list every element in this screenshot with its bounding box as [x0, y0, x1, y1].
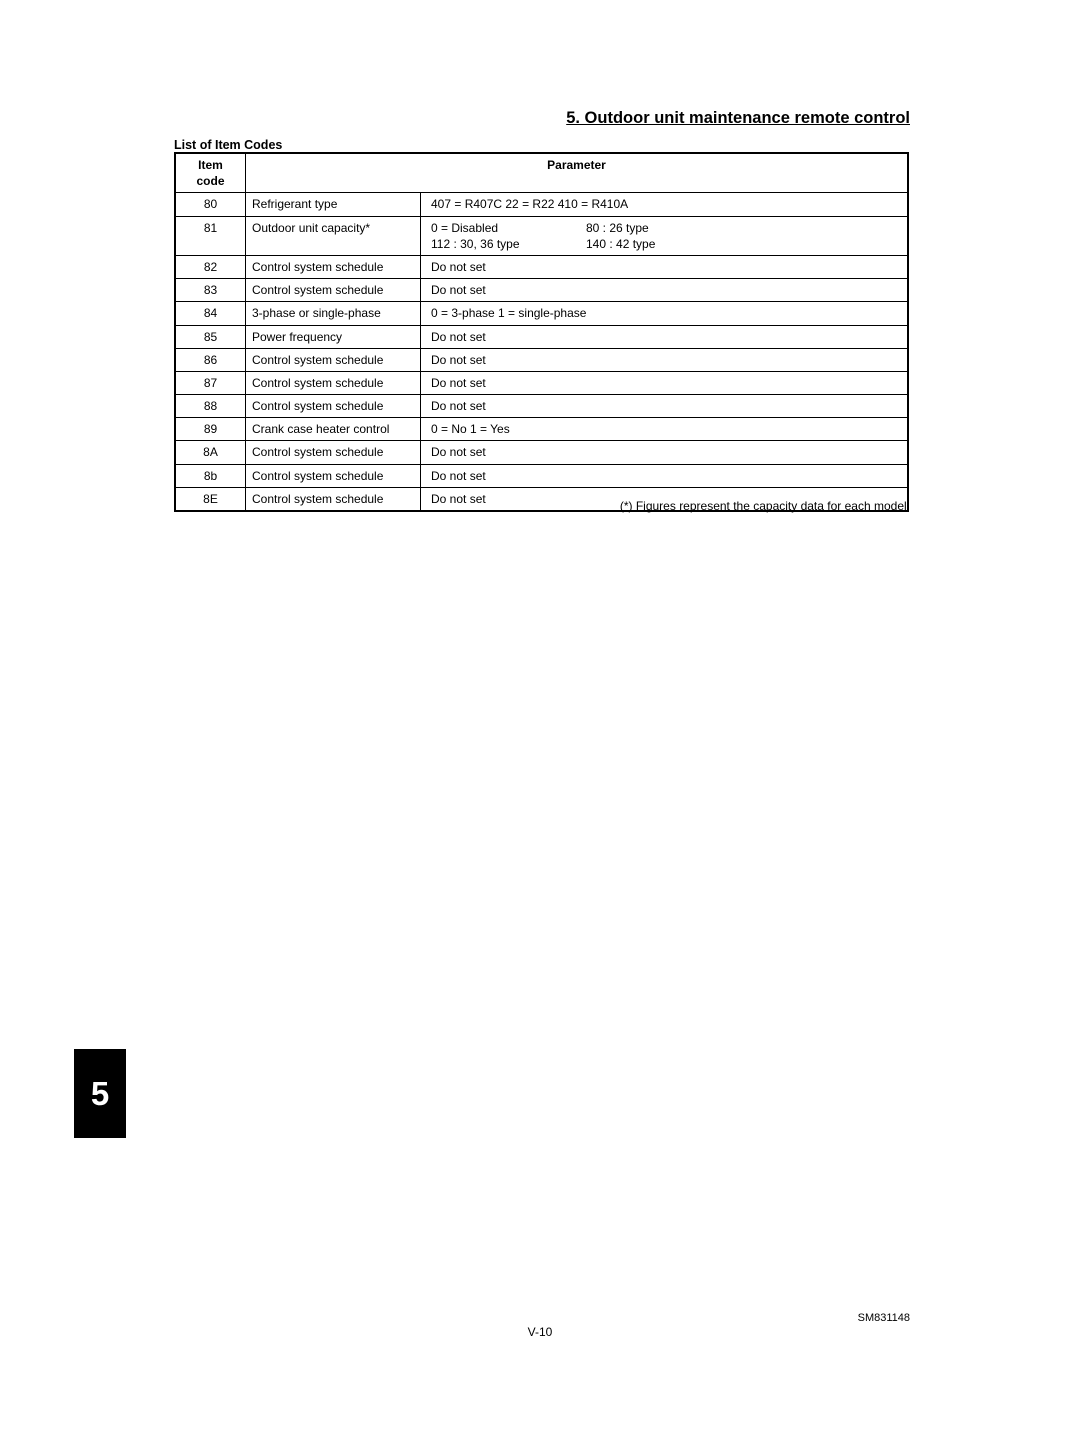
table-row: 88 Control system schedule Do not set	[176, 395, 908, 418]
table-caption: List of Item Codes	[174, 138, 282, 152]
cell-desc: Control system schedule	[246, 395, 421, 418]
section-title: 5. Outdoor unit maintenance remote contr…	[566, 109, 910, 128]
cell-param: 407 = R407C 22 = R22 410 = R410A	[421, 193, 908, 216]
cell-desc: Control system schedule	[246, 464, 421, 487]
cell-param: Do not set	[421, 441, 908, 464]
cell-desc: Control system schedule	[246, 441, 421, 464]
cell-desc: 3-phase or single-phase	[246, 302, 421, 325]
cell-param: 0 = Disabled 80 : 26 type 112 : 30, 36 t…	[421, 216, 908, 255]
cell-code: 83	[176, 279, 246, 302]
cell-code: 87	[176, 371, 246, 394]
cell-desc: Crank case heater control	[246, 418, 421, 441]
cell-param: Do not set	[421, 348, 908, 371]
cell-desc: Power frequency	[246, 325, 421, 348]
table-row: 8A Control system schedule Do not set	[176, 441, 908, 464]
cell-desc: Outdoor unit capacity*	[246, 216, 421, 255]
cell-desc: Control system schedule	[246, 255, 421, 278]
cell-desc: Control system schedule	[246, 371, 421, 394]
cell-desc: Control system schedule	[246, 279, 421, 302]
header-parameter: Parameter	[246, 154, 908, 193]
cell-param: Do not set	[421, 371, 908, 394]
cell-param: Do not set	[421, 464, 908, 487]
cell-desc: Control system schedule	[246, 348, 421, 371]
item-codes-table: Item code Parameter 80 Refrigerant type …	[174, 152, 909, 512]
table-row: 8b Control system schedule Do not set	[176, 464, 908, 487]
cell-code: 80	[176, 193, 246, 216]
document-code: SM831148	[858, 1312, 910, 1324]
footnote: (*) Figures represent the capacity data …	[620, 499, 910, 513]
cell-code: 8b	[176, 464, 246, 487]
cell-param: Do not set	[421, 255, 908, 278]
page-number: V-10	[0, 1325, 1080, 1339]
table-row: 85 Power frequency Do not set	[176, 325, 908, 348]
chapter-tab: 5	[74, 1049, 126, 1138]
cell-param: Do not set	[421, 395, 908, 418]
cell-param: Do not set	[421, 279, 908, 302]
param-part: 80 : 26 type	[586, 220, 706, 236]
cell-param: 0 = No 1 = Yes	[421, 418, 908, 441]
table-row: 83 Control system schedule Do not set	[176, 279, 908, 302]
cell-param: 0 = 3-phase 1 = single-phase	[421, 302, 908, 325]
table-row: 84 3-phase or single-phase 0 = 3-phase 1…	[176, 302, 908, 325]
cell-code: 89	[176, 418, 246, 441]
table-row: 80 Refrigerant type 407 = R407C 22 = R22…	[176, 193, 908, 216]
param-part: 0 = Disabled	[431, 220, 586, 236]
table-row: 87 Control system schedule Do not set	[176, 371, 908, 394]
cell-code: 82	[176, 255, 246, 278]
cell-desc: Control system schedule	[246, 487, 421, 510]
table-header-row: Item code Parameter	[176, 154, 908, 193]
cell-code: 81	[176, 216, 246, 255]
table-row: 89 Crank case heater control 0 = No 1 = …	[176, 418, 908, 441]
table-row: 86 Control system schedule Do not set	[176, 348, 908, 371]
table-row: 81 Outdoor unit capacity* 0 = Disabled 8…	[176, 216, 908, 255]
header-item-code: Item code	[176, 154, 246, 193]
param-part: 112 : 30, 36 type	[431, 236, 586, 252]
table-row: 82 Control system schedule Do not set	[176, 255, 908, 278]
cell-code: 8E	[176, 487, 246, 510]
cell-desc: Refrigerant type	[246, 193, 421, 216]
cell-code: 8A	[176, 441, 246, 464]
cell-code: 86	[176, 348, 246, 371]
param-part: 140 : 42 type	[586, 236, 706, 252]
cell-code: 88	[176, 395, 246, 418]
cell-code: 85	[176, 325, 246, 348]
cell-param: Do not set	[421, 325, 908, 348]
cell-code: 84	[176, 302, 246, 325]
